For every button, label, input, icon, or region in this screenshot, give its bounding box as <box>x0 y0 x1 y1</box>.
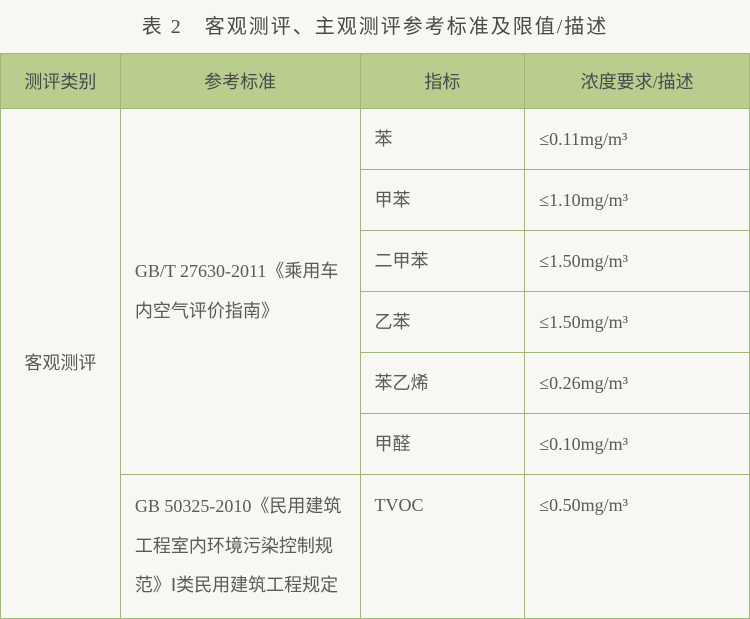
value-cell: ≤0.11mg/m³ <box>525 109 750 170</box>
indicator-cell: 乙苯 <box>360 292 525 353</box>
value-cell: ≤1.10mg/m³ <box>525 170 750 231</box>
value-cell: ≤1.50mg/m³ <box>525 292 750 353</box>
category-cell: 客观测评 <box>1 109 121 619</box>
standard2-cell: GB 50325-2010《民用建筑工程室内环境污染控制规范》Ⅰ类民用建筑工程规… <box>120 475 360 619</box>
standard1-cell: GB/T 27630-2011《乘用车内空气评价指南》 <box>120 109 360 475</box>
table-row: 客观测评 GB/T 27630-2011《乘用车内空气评价指南》 苯 ≤0.11… <box>1 109 750 170</box>
value-cell: ≤1.50mg/m³ <box>525 231 750 292</box>
value-cell: ≤0.50mg/m³ <box>525 475 750 619</box>
col-header-standard: 参考标准 <box>120 54 360 109</box>
col-header-value: 浓度要求/描述 <box>525 54 750 109</box>
value-cell: ≤0.26mg/m³ <box>525 353 750 414</box>
indicator-cell: 甲醛 <box>360 414 525 475</box>
indicator-cell: TVOC <box>360 475 525 619</box>
indicator-cell: 二甲苯 <box>360 231 525 292</box>
indicator-cell: 苯 <box>360 109 525 170</box>
header-row: 测评类别 参考标准 指标 浓度要求/描述 <box>1 54 750 109</box>
standards-table: 测评类别 参考标准 指标 浓度要求/描述 客观测评 GB/T 27630-201… <box>0 53 750 619</box>
table-title: 表 2 客观测评、主观测评参考标准及限值/描述 <box>0 0 750 53</box>
value-cell: ≤0.10mg/m³ <box>525 414 750 475</box>
col-header-category: 测评类别 <box>1 54 121 109</box>
indicator-cell: 甲苯 <box>360 170 525 231</box>
col-header-indicator: 指标 <box>360 54 525 109</box>
indicator-cell: 苯乙烯 <box>360 353 525 414</box>
